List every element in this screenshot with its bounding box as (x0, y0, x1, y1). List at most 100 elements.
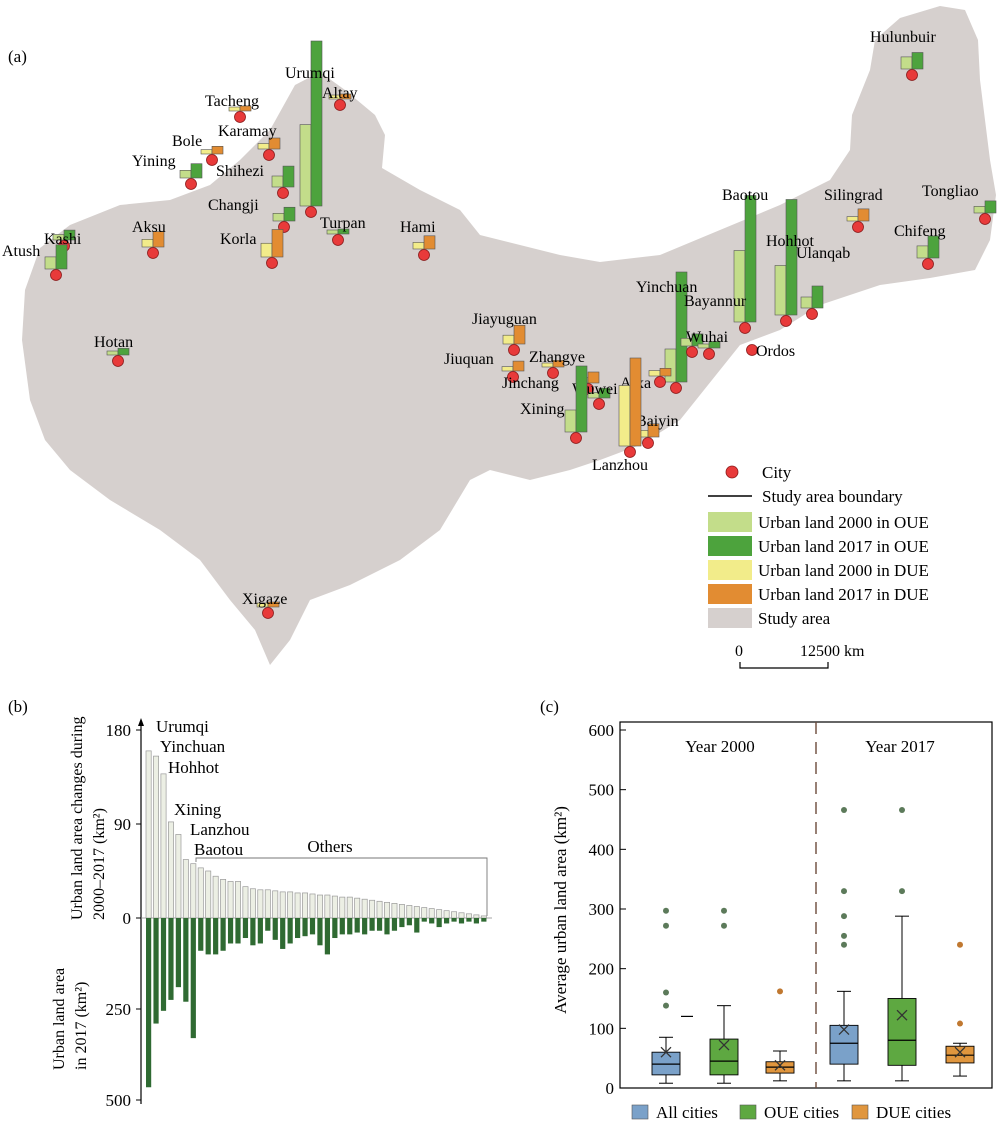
city-dot-hulunbuir (906, 69, 918, 81)
bar-hohhot-2000 (774, 265, 787, 316)
city-hami: Hami (400, 219, 436, 261)
bar-bole-2000 (200, 149, 213, 155)
change-bar (302, 892, 309, 919)
city-label-hami: Hami (400, 219, 436, 236)
area-2017-bar (168, 918, 174, 1000)
city-label-hulunbuir: Hulunbuir (870, 29, 936, 46)
city-label-xigaze: Xigaze (242, 591, 287, 608)
panel-c-tick-label: 400 (589, 840, 615, 859)
city-label-hotan: Hotan (94, 334, 133, 351)
outlier-point (663, 1002, 669, 1009)
bar-hami-2000 (412, 242, 425, 250)
change-bar (436, 909, 443, 919)
change-bar (242, 886, 249, 919)
city-dot-karamay (263, 149, 275, 161)
change-bar (287, 891, 294, 919)
area-2017-bar (458, 918, 465, 924)
legend-city-dot (725, 465, 739, 479)
change-bar (264, 889, 271, 919)
area-2017-bar (429, 918, 435, 924)
panel-a-map: (a) Hulunbuir Urumqi Altay Tacheng Karamay Bo… (2, 6, 997, 669)
area-2017-bar (265, 918, 271, 931)
panel-b-label-yinchuan: Yinchuan (160, 737, 226, 756)
change-bar (443, 910, 450, 919)
area-2017-bar (280, 918, 286, 949)
legend-item-oue-2000: Urban land 2000 in OUE (758, 513, 929, 532)
area-2017-bar (384, 918, 390, 935)
city-label-wuhai: Wuhai (686, 329, 729, 346)
city-aksu: Aksu (132, 219, 166, 259)
legend-swatch-oue-2017 (708, 536, 752, 556)
area-2017-bar (250, 918, 256, 946)
bar-zhangye-2017 (552, 360, 565, 368)
bar-baotou-2000 (733, 250, 746, 323)
city-silingrad: Silingrad (824, 187, 883, 233)
area-2017-bar (146, 918, 152, 1088)
bar-altay-2017 (339, 93, 352, 100)
panel-b-ylabel-bottom-line2: in 2017 (km²) (73, 982, 90, 1070)
city-dot-ulanqab (806, 308, 818, 320)
legend-swatch-due-2017 (708, 584, 752, 604)
area-2017-bar (309, 918, 316, 935)
box-iqr (887, 998, 917, 1066)
city-label-zhangye: Zhangye (529, 349, 585, 366)
box-oue-cities-2000 (709, 907, 739, 1084)
legend-item-all-cities: All cities (656, 1103, 718, 1122)
city-dot-urumqi (305, 206, 317, 218)
legend-swatch-due-2000 (708, 560, 752, 580)
bar-baotou-2017 (744, 195, 757, 323)
panel-b-ylabel-top-line1: Urban land area changes during (69, 717, 86, 920)
bar-aksu-2017 (152, 231, 165, 248)
change-bar (257, 889, 264, 919)
panel-b-tick-label: 250 (106, 1000, 132, 1019)
city-dot-jiuquan (507, 371, 519, 383)
area-2017-bar (287, 918, 293, 944)
city-label-urumqi: Urumqi (285, 65, 335, 82)
change-bar (376, 900, 383, 919)
city-hulunbuir: Hulunbuir (870, 29, 936, 81)
outlier-point (841, 888, 847, 895)
city-bole: Bole (172, 133, 224, 166)
panel-c-tick-label: 600 (589, 721, 615, 740)
city-dot-tongliao (979, 213, 991, 225)
change-bar (294, 892, 301, 919)
change-bar (212, 875, 219, 919)
city-label-yining: Yining (132, 153, 176, 170)
bar-ulanqab-2000 (800, 296, 813, 309)
bar-atush-2017 (55, 244, 68, 270)
panel-b-ylabel-top-line2: 2000–2017 (km²) (91, 808, 108, 920)
area-2017-bar (406, 918, 412, 926)
box-mean-marker (896, 1009, 908, 1021)
city-label-hohhot: Hohhot (766, 233, 815, 250)
bar-bayannur-2017 (691, 333, 704, 347)
change-bar (384, 901, 390, 919)
legend-item-oue-2017: Urban land 2017 in OUE (758, 537, 929, 556)
bar-chifeng-2017 (927, 235, 940, 259)
area-2017-bar (421, 918, 427, 922)
scale-bar: 0 12500 km (735, 643, 865, 669)
change-bar (153, 755, 159, 919)
change-bar (182, 859, 189, 919)
outlier-point (899, 806, 905, 813)
city-dot-atush (50, 269, 62, 281)
panel-c-frame (619, 721, 993, 1089)
city-chifeng: Chifeng (894, 223, 946, 270)
panel-b-label-hohhot: Hohhot (168, 758, 219, 777)
change-bar (346, 896, 353, 919)
area-2017-bar (354, 918, 360, 933)
area-2017-bar (473, 918, 479, 924)
bar-xigaze-2017 (267, 601, 280, 608)
city-xigaze: Xigaze (242, 591, 287, 619)
change-bar (145, 750, 152, 919)
panel-c-tick-label: 500 (589, 781, 615, 800)
city-label-baiyin: Baiyin (636, 413, 679, 430)
city-jiuquan: Jiuquan (444, 351, 525, 383)
bar-xining-2000 (564, 409, 577, 433)
bar-aksu-2000 (141, 239, 154, 248)
city-ulanqab: Ulanqab (796, 245, 850, 320)
city-dot-bayannur (686, 346, 698, 358)
area-2017-bar (295, 918, 301, 939)
outlier-point (777, 988, 783, 995)
change-bar (339, 896, 346, 919)
city-label-jiayuguan: Jiayuguan (472, 311, 537, 328)
